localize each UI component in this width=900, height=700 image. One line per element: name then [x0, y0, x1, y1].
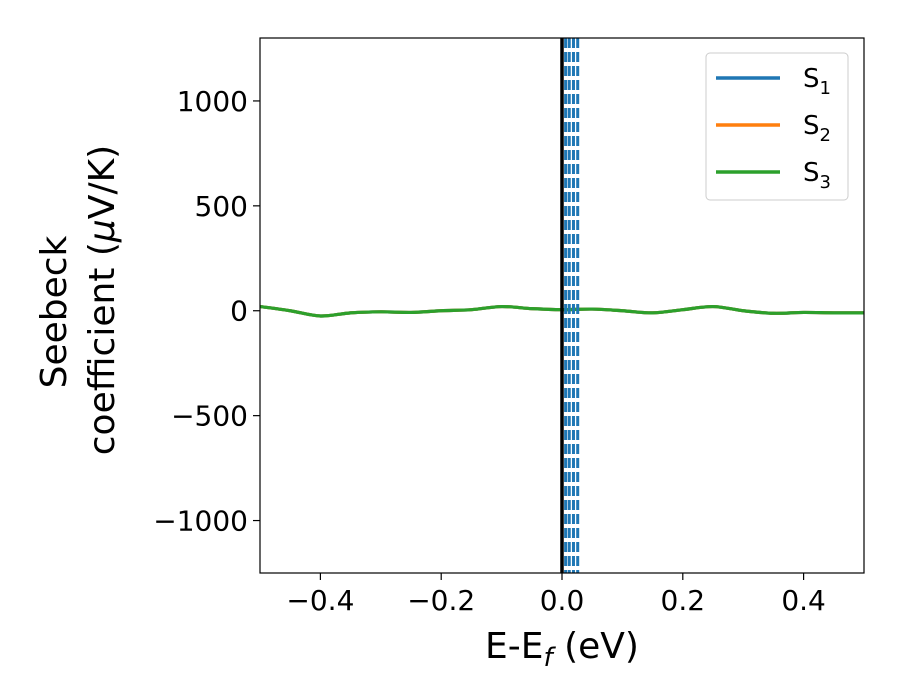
- y-tick-label: 0: [230, 295, 248, 328]
- y-tick-label: −1000: [153, 505, 248, 538]
- y-tick-label: −500: [171, 400, 248, 433]
- x-axis-title: E-Ef (eV): [485, 626, 639, 673]
- y-axis-ticks: 1000 500 0 −500 −1000: [153, 85, 260, 538]
- legend-label-s3: S3: [803, 158, 831, 193]
- x-axis-ticks: −0.4 −0.2 0.0 0.2 0.4: [286, 573, 826, 617]
- legend-label-s1: S1: [803, 64, 831, 99]
- legend: S1 S2 S3: [705, 52, 849, 201]
- y-axis-title-line1: Seebeck: [34, 235, 75, 388]
- x-tick-label: 0.4: [781, 584, 826, 617]
- x-tick-label: 0.2: [661, 584, 706, 617]
- legend-label-s2: S2: [803, 111, 831, 146]
- x-tick-label: −0.4: [286, 584, 354, 617]
- vertical-lines: [560, 38, 580, 573]
- y-tick-label: 500: [195, 190, 248, 223]
- x-tick-label: 0.0: [540, 584, 585, 617]
- y-axis-title-line2: coefficient (μV/K): [82, 145, 123, 455]
- x-tick-label: −0.2: [407, 584, 475, 617]
- y-tick-label: 1000: [177, 85, 248, 118]
